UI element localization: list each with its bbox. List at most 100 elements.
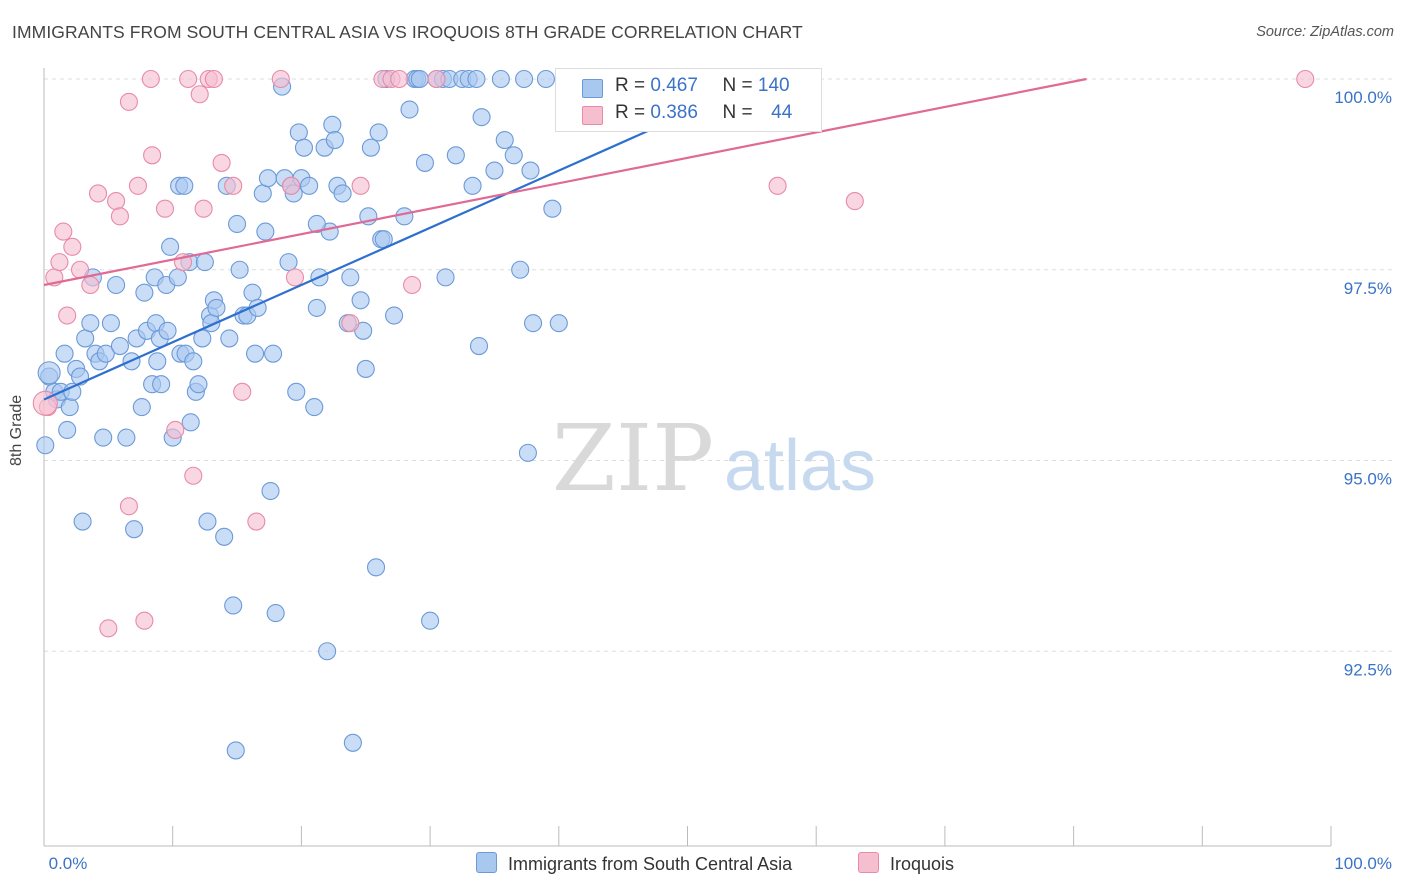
blue-point bbox=[96, 344, 115, 363]
blue-point bbox=[485, 161, 504, 180]
blue-point bbox=[117, 428, 136, 447]
pink-point bbox=[63, 237, 82, 256]
pink-point bbox=[341, 314, 360, 333]
blue-point bbox=[446, 146, 465, 165]
blue-point bbox=[504, 146, 523, 165]
pink-point bbox=[184, 466, 203, 485]
pink-point bbox=[50, 253, 69, 272]
blue-point bbox=[325, 130, 344, 150]
pink-point bbox=[845, 192, 864, 211]
blue-point bbox=[410, 69, 429, 89]
blue-point bbox=[215, 527, 234, 546]
blue-point bbox=[226, 741, 245, 760]
blue-point bbox=[415, 153, 435, 172]
pink-point bbox=[351, 176, 370, 195]
pink-point bbox=[247, 512, 266, 531]
blue-point bbox=[158, 321, 177, 340]
blue-point bbox=[207, 298, 226, 317]
pink-point bbox=[119, 497, 138, 516]
blue-point bbox=[356, 359, 375, 378]
legend-text-series1: R = 0.467 N = 140 bbox=[615, 75, 790, 97]
pink-point bbox=[143, 146, 162, 165]
blue-point bbox=[518, 443, 537, 462]
blue-point bbox=[36, 436, 55, 455]
blue-point bbox=[195, 253, 214, 272]
blue-point bbox=[307, 298, 326, 317]
bottom-legend-series1: Immigrants from South Central Asia bbox=[476, 852, 792, 875]
blue-point bbox=[94, 428, 113, 447]
pink-point bbox=[1296, 69, 1315, 89]
legend-swatch-pink bbox=[582, 106, 603, 125]
bottom-legend-label-series2: Iroquois bbox=[890, 854, 955, 874]
axes-layer bbox=[43, 68, 1332, 847]
bottom-legend-series2: Iroquois bbox=[858, 852, 954, 875]
blue-point bbox=[307, 214, 326, 234]
pink-point bbox=[81, 275, 100, 295]
blue-point bbox=[279, 253, 298, 272]
blue-point bbox=[148, 352, 167, 371]
blue-point bbox=[469, 336, 489, 356]
blue-point bbox=[253, 184, 272, 203]
y-tick-label: 100.0% bbox=[1334, 88, 1392, 107]
blue-point bbox=[261, 481, 280, 501]
blue-point bbox=[400, 100, 419, 119]
blue-point bbox=[132, 398, 151, 417]
blue-point bbox=[230, 260, 249, 279]
blue-point bbox=[175, 176, 194, 195]
bottom-legend-swatch-blue bbox=[476, 852, 497, 873]
blue-point bbox=[305, 398, 324, 417]
pink-point bbox=[58, 306, 77, 325]
legend-text-series2: R = 0.386 N = 44 bbox=[615, 102, 792, 124]
blue-point bbox=[323, 115, 342, 134]
pink-point bbox=[768, 176, 787, 195]
blue-point bbox=[264, 344, 283, 363]
pink-point bbox=[427, 69, 446, 89]
grid-layer bbox=[44, 78, 1392, 652]
pink-point bbox=[179, 69, 198, 89]
x-tick-label-start: 0.0% bbox=[49, 854, 88, 873]
pink-point bbox=[128, 176, 148, 195]
blue-point bbox=[228, 214, 247, 234]
blue-point bbox=[436, 268, 455, 287]
blue-point bbox=[366, 558, 386, 577]
blue-point bbox=[361, 138, 380, 157]
blue-point bbox=[300, 176, 319, 195]
y-tick-label: 97.5% bbox=[1344, 279, 1392, 298]
blue-point bbox=[385, 306, 404, 325]
stats-legend: R = 0.467 N = 140 R = 0.386 N = 44 bbox=[555, 68, 822, 132]
blue-point bbox=[110, 336, 129, 356]
blue-point bbox=[76, 329, 95, 348]
n-value-series2: 44 bbox=[771, 102, 793, 123]
pink-point bbox=[212, 153, 231, 172]
blue-point bbox=[152, 375, 171, 394]
source-credit: Source: ZipAtlas.com bbox=[1256, 24, 1394, 40]
blue-point bbox=[343, 733, 362, 752]
pink-point bbox=[224, 176, 243, 195]
pink-point bbox=[135, 611, 154, 630]
blue-point bbox=[521, 161, 540, 180]
blue-point bbox=[256, 222, 275, 241]
trend-layer bbox=[43, 77, 1087, 401]
tick-labels: 92.5% 95.0% 97.5% 100.0% 0.0% 100.0% bbox=[49, 88, 1392, 873]
blue-point bbox=[181, 413, 200, 432]
blue-point bbox=[421, 611, 440, 630]
blue-point bbox=[491, 69, 510, 89]
r-label: R = bbox=[615, 75, 646, 96]
blue-point bbox=[81, 314, 100, 333]
pink-point bbox=[99, 619, 118, 638]
watermark-zip: ZIP bbox=[552, 405, 714, 512]
pink-point bbox=[282, 176, 301, 195]
pink-point bbox=[166, 420, 185, 440]
pink-point bbox=[107, 192, 126, 211]
x-tick-label-end: 100.0% bbox=[1334, 854, 1392, 873]
chart-title: IMMIGRANTS FROM SOUTH CENTRAL ASIA VS IR… bbox=[12, 22, 803, 42]
blue-point bbox=[243, 283, 262, 302]
blue-point bbox=[125, 520, 144, 539]
pink-point bbox=[390, 69, 409, 89]
blue-point bbox=[55, 344, 74, 363]
blue-point bbox=[258, 169, 277, 188]
blue-point bbox=[189, 375, 208, 394]
blue-point bbox=[266, 604, 285, 623]
blue-point bbox=[318, 642, 337, 661]
blue-point bbox=[467, 69, 486, 89]
